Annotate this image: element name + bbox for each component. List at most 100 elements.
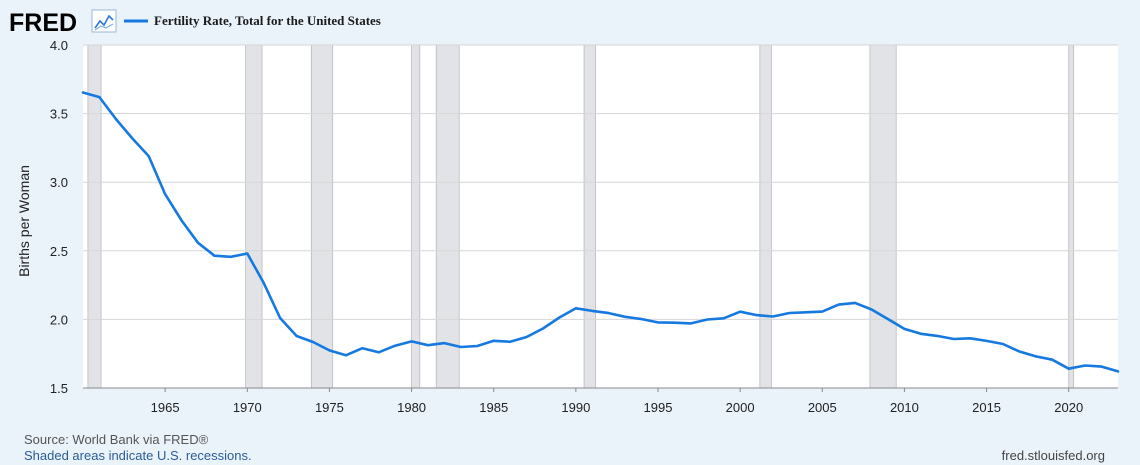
data-point[interactable] [967,335,973,341]
data-point[interactable] [244,251,250,257]
data-point[interactable] [1082,362,1088,368]
plot-area [83,45,1118,388]
data-point[interactable] [376,349,382,355]
grid-lines [83,44,1118,320]
site-link[interactable]: fred.stlouisfed.org [1001,448,1105,463]
data-point[interactable] [737,309,743,315]
series-line[interactable] [81,91,1120,373]
x-tick-label: 1970 [233,400,262,415]
x-tick-label: 1975 [315,400,344,415]
source-note: Source: World Bank via FRED® [24,432,209,447]
data-point[interactable] [540,325,546,331]
data-point[interactable] [195,240,201,246]
data-point[interactable] [1099,364,1105,370]
data-point[interactable] [425,342,431,348]
data-point[interactable] [836,302,842,308]
x-tick-label: 2015 [972,400,1001,415]
fred-logo[interactable]: FRED [9,9,117,37]
y-tick-label: 3.0 [50,175,68,190]
data-point[interactable] [113,116,119,122]
data-point[interactable] [96,94,102,100]
data-point[interactable] [786,310,792,316]
data-point[interactable] [754,312,760,318]
data-point[interactable] [869,307,875,313]
data-point[interactable] [671,320,677,326]
recession-note[interactable]: Shaded areas indicate U.S. recessions. [24,448,252,463]
data-point[interactable] [458,344,464,350]
recession-band-3 [411,44,421,389]
data-point[interactable] [1000,341,1006,347]
data-point[interactable] [326,347,332,353]
x-tick-label: 2005 [808,400,837,415]
data-point[interactable] [901,326,907,332]
data-point[interactable] [261,280,267,286]
x-tick-label: 2000 [726,400,755,415]
y-tick-label: 3.5 [50,107,68,122]
x-tick-label: 2020 [1054,400,1083,415]
data-point[interactable] [392,343,398,349]
data-point[interactable] [573,305,579,311]
y-tick-label: 4.0 [50,38,68,53]
legend-label: Fertility Rate, Total for the United Sta… [154,13,381,28]
data-point[interactable] [1115,368,1121,374]
data-point[interactable] [951,336,957,342]
x-tick-label: 1965 [151,400,180,415]
x-tick-label: 1995 [644,400,673,415]
series-line-layer [80,89,1121,374]
y-axis-ticks: 1.5 2.0 2.5 3.0 3.5 4.0 [50,38,68,396]
data-point[interactable] [852,300,858,306]
data-point[interactable] [359,345,365,351]
data-point[interactable] [441,340,447,346]
x-tick-label: 1980 [397,400,426,415]
data-point[interactable] [934,333,940,339]
data-point[interactable] [1033,353,1039,359]
data-point[interactable] [803,309,809,315]
legend[interactable]: Fertility Rate, Total for the United Sta… [124,13,381,28]
recession-band-4 [435,44,460,389]
data-point[interactable] [885,316,891,322]
data-point[interactable] [310,339,316,345]
data-point[interactable] [129,135,135,141]
data-point[interactable] [294,333,300,339]
data-point[interactable] [1066,366,1072,372]
data-point[interactable] [524,334,530,340]
data-point[interactable] [228,254,234,260]
data-point[interactable] [639,316,645,322]
data-point[interactable] [211,253,217,259]
data-point[interactable] [474,343,480,349]
recession-band-7 [869,44,897,389]
recession-band-1 [245,44,263,389]
x-tick-label: 2010 [890,400,919,415]
recession-band-8 [1068,44,1075,389]
line-chart-icon [91,9,117,33]
data-point[interactable] [688,320,694,326]
data-point[interactable] [343,352,349,358]
data-point[interactable] [704,317,710,323]
data-point[interactable] [606,310,612,316]
data-point[interactable] [918,331,924,337]
data-point[interactable] [721,315,727,321]
data-point[interactable] [491,338,497,344]
data-point[interactable] [409,338,415,344]
data-point[interactable] [556,314,562,320]
recession-band-2 [310,44,334,389]
data-point[interactable] [655,319,661,325]
x-tick-label: 1990 [561,400,590,415]
data-point[interactable] [146,153,152,159]
fred-brand-text: FRED [9,9,77,37]
x-axis-ticks: 1965 1970 1975 1980 1985 1990 1995 2000 2005 2010… [83,387,1118,415]
data-point[interactable] [819,309,825,315]
data-point[interactable] [770,314,776,320]
data-point[interactable] [984,338,990,344]
y-tick-label: 2.5 [50,244,68,259]
data-point[interactable] [622,314,628,320]
data-point[interactable] [80,89,86,95]
data-point[interactable] [277,315,283,321]
data-point[interactable] [1049,357,1055,363]
data-point[interactable] [162,191,168,197]
data-point[interactable] [589,308,595,314]
data-point[interactable] [179,217,185,223]
data-point[interactable] [1016,349,1022,355]
data-point[interactable] [507,339,513,345]
